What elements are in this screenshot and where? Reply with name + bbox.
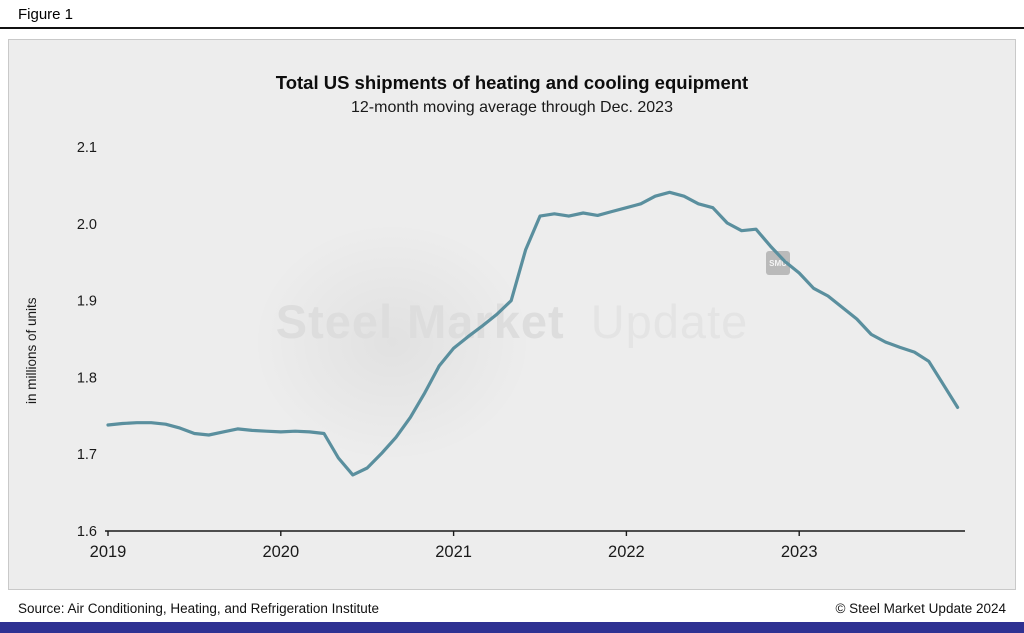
y-axis-tick-label: 1.6 [77,524,97,540]
x-axis-tick-label: 2023 [781,543,818,561]
chart-subtitle: 12-month moving average through Dec. 202… [351,99,673,116]
chart-panel [8,39,1016,590]
x-axis-tick-label: 2022 [608,543,645,561]
source-note: Source: Air Conditioning, Heating, and R… [18,601,379,616]
x-axis-tick-label: 2021 [435,543,472,561]
x-axis-tick-label: 2020 [262,543,299,561]
data-line-series [106,190,960,477]
footer-accent-bar [0,622,1024,633]
figure-rule-divider [0,27,1024,29]
y-axis-tick-label: 2.1 [77,140,97,156]
figure-label: Figure 1 [18,6,74,23]
y-axis-tick-label: 2.0 [77,217,97,233]
y-axis-tick-label: 1.9 [77,294,97,310]
x-axis-tick-label: 2019 [90,543,127,561]
copyright-note: © Steel Market Update 2024 [835,601,1006,616]
y-axis-tick-label: 1.8 [77,370,97,386]
chart-title: Total US shipments of heating and coolin… [275,72,749,93]
watermark-logo-blob [252,222,532,462]
y-axis-tick-label: 1.7 [77,447,97,463]
